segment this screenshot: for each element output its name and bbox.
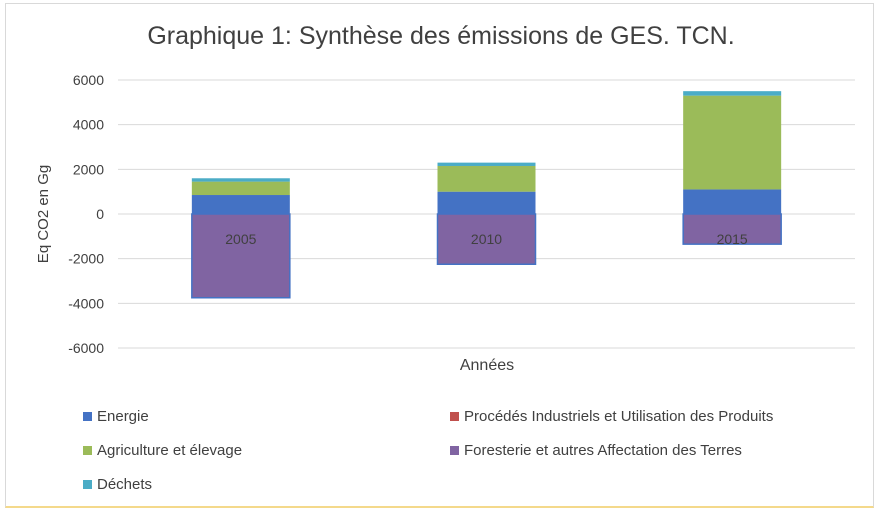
legend-label: Déchets	[97, 476, 153, 493]
bar-segment	[437, 165, 536, 192]
legend-swatch	[83, 480, 92, 489]
legend-item: Agriculture et élevage	[83, 442, 242, 459]
legend-label: Agriculture et élevage	[97, 442, 243, 459]
x-tick-label: 2010	[471, 231, 502, 247]
bar-segment	[191, 181, 290, 196]
legend-swatch	[450, 412, 459, 421]
y-tick-label: -6000	[68, 340, 104, 356]
bar-segment	[683, 189, 782, 214]
bar-segment	[683, 91, 782, 96]
bar-segment	[191, 195, 290, 214]
x-tick-label: 2005	[225, 231, 256, 247]
bar-segment	[436, 213, 537, 265]
x-tick-label: 2015	[717, 231, 748, 247]
legend-swatch	[450, 446, 459, 455]
bar-segment	[191, 178, 290, 182]
legend-item: Foresterie et autres Affectation des Ter…	[450, 442, 742, 459]
bar-segment	[437, 191, 536, 214]
legend-item: Procédés Industriels et Utilisation des …	[450, 408, 773, 425]
bar-segment	[682, 213, 782, 245]
y-tick-label: 4000	[73, 117, 104, 133]
chart-title: Graphique 1: Synthèse des émissions de G…	[147, 22, 735, 50]
legend-swatch	[83, 412, 92, 421]
bar-segment	[683, 95, 782, 190]
legend-label: Procédés Industriels et Utilisation des …	[464, 408, 774, 425]
y-tick-label: -2000	[68, 251, 104, 267]
y-tick-label: 6000	[73, 72, 104, 88]
x-axis-label: Années	[460, 357, 514, 374]
legend-item: Energie	[83, 408, 149, 425]
bar-segment	[191, 213, 291, 299]
y-axis-label: Eq CO2 en Gg	[35, 165, 52, 263]
legend-swatch	[83, 446, 92, 455]
y-tick-label: 0	[96, 206, 104, 222]
legend-label: Energie	[97, 408, 149, 425]
legend-label: Foresterie et autres Affectation des Ter…	[464, 442, 742, 459]
y-tick-label: 2000	[73, 161, 104, 177]
bar-segment	[437, 162, 536, 166]
y-tick-label: -4000	[68, 295, 104, 311]
legend-item: Déchets	[83, 476, 152, 493]
